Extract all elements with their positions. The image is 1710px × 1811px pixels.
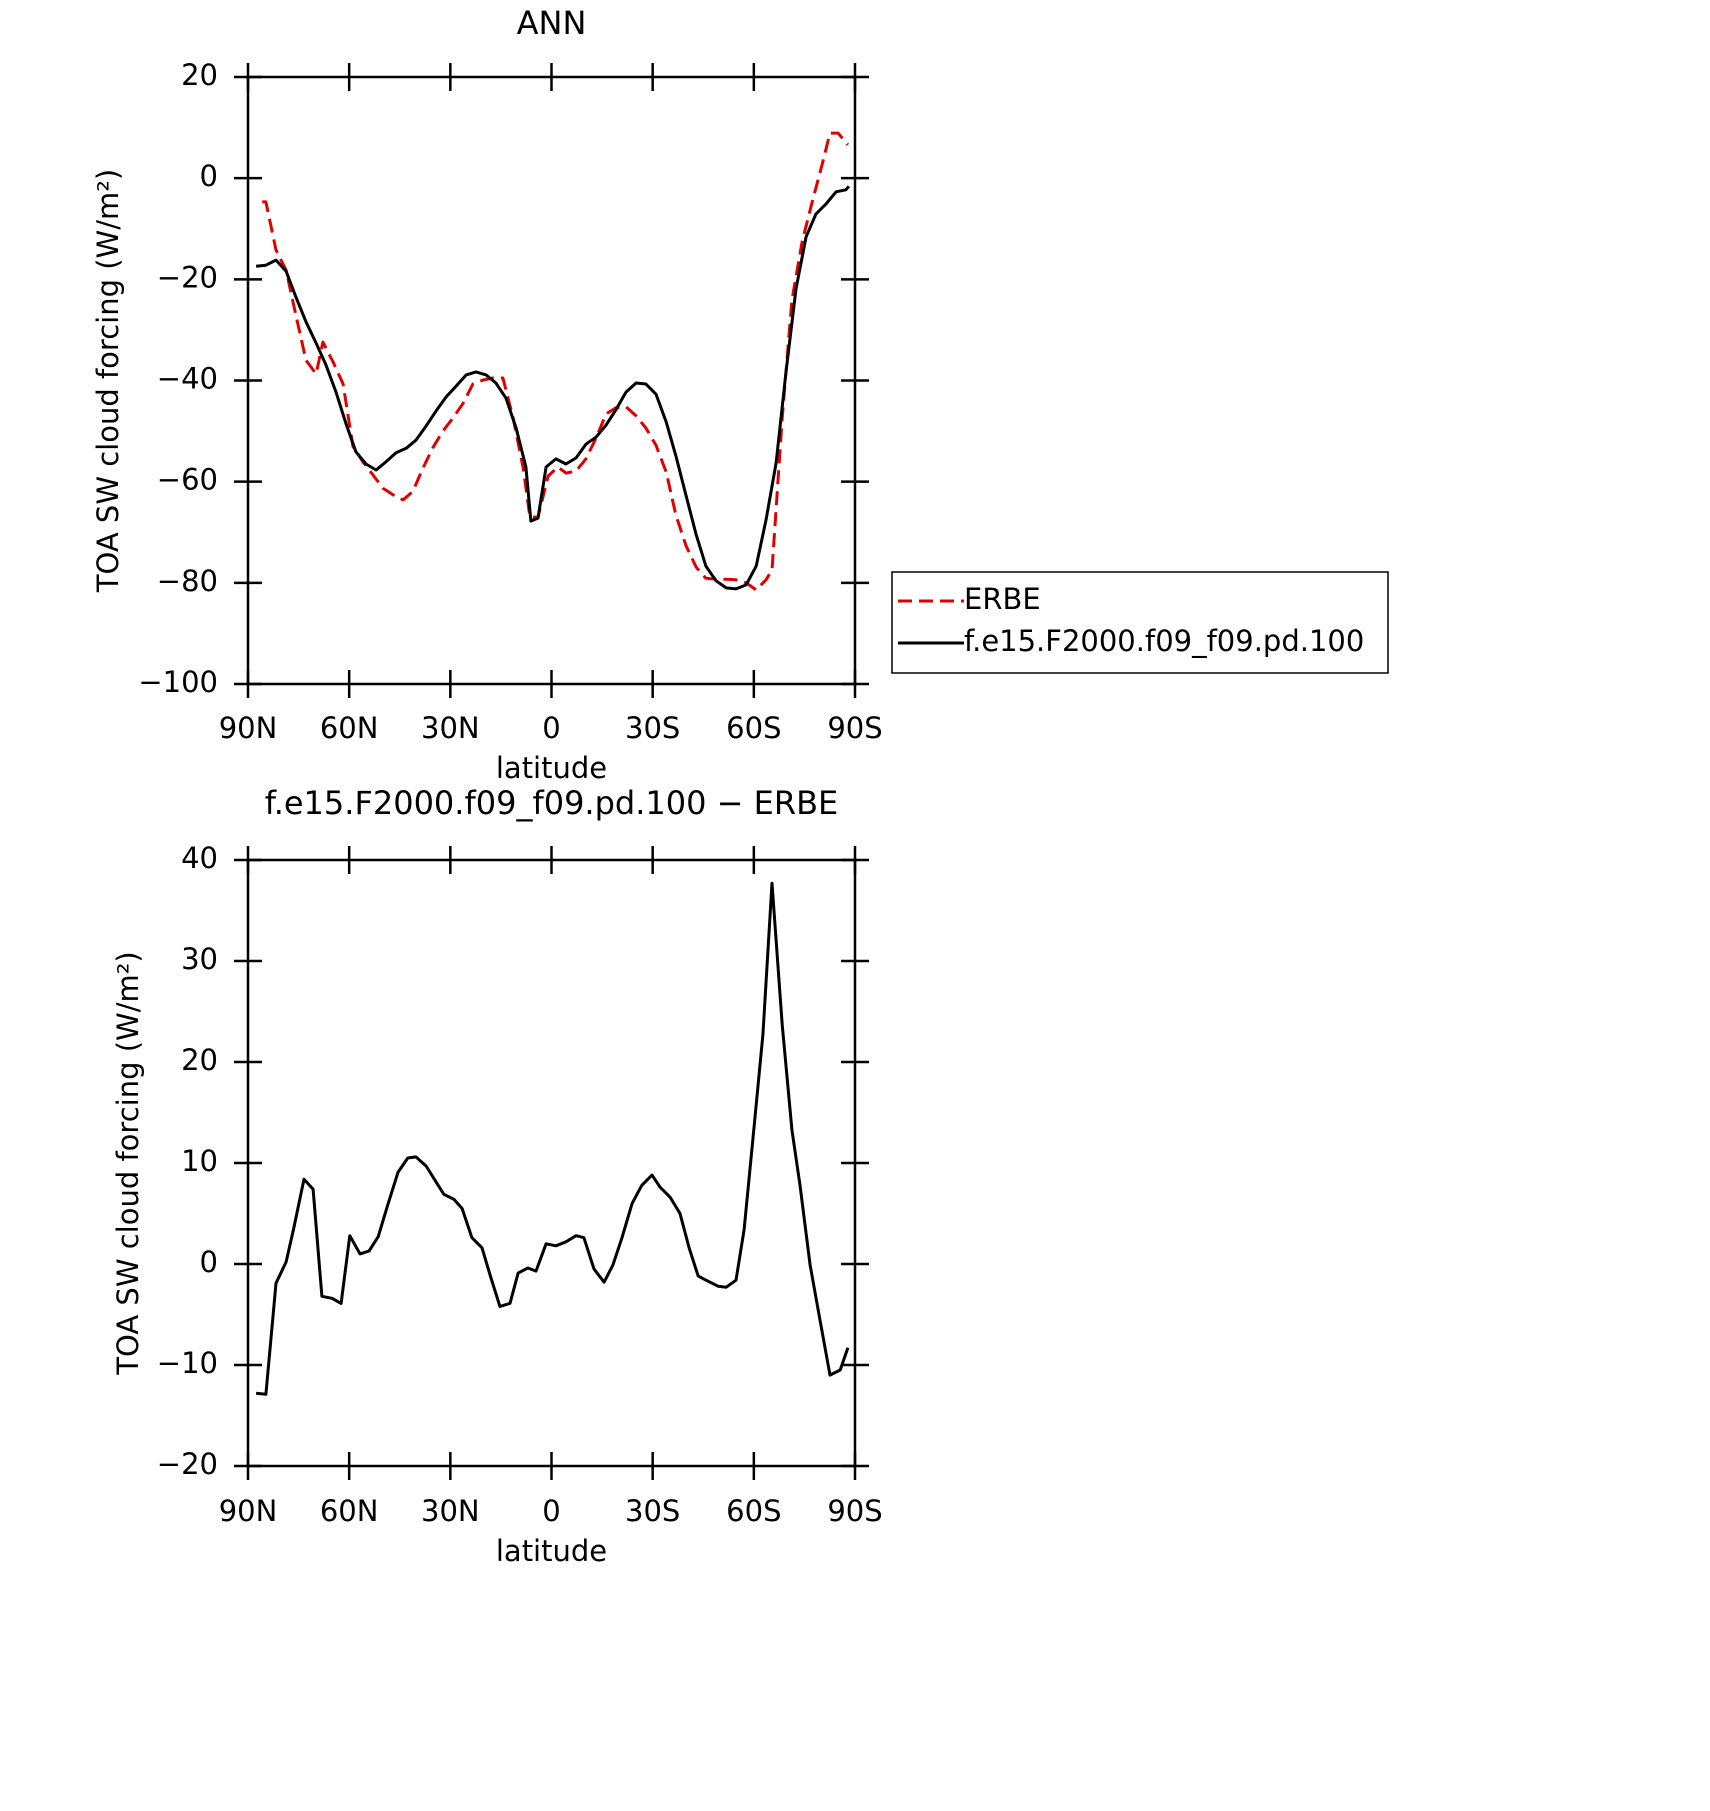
plot-frame bbox=[246, 75, 857, 686]
legend-label: ERBE bbox=[964, 582, 1041, 616]
y-tick-label: −10 bbox=[157, 1346, 218, 1380]
x-tick-label: 60N bbox=[320, 711, 379, 745]
x-tick-label: 60N bbox=[320, 1494, 379, 1528]
x-tick-label: 0 bbox=[542, 1494, 560, 1528]
y-tick-label: 30 bbox=[181, 942, 218, 976]
y-tick-label: −80 bbox=[157, 564, 218, 598]
x-axis-label: latitude bbox=[496, 1534, 607, 1568]
chart-title: ANN bbox=[517, 4, 587, 42]
legend-box bbox=[891, 571, 1389, 674]
x-tick-label: 30S bbox=[625, 711, 680, 745]
x-axis-label: latitude bbox=[496, 751, 607, 785]
legend-label: f.e15.F2000.f09_f09.pd.100 bbox=[964, 624, 1364, 658]
x-tick-label: 60S bbox=[726, 711, 781, 745]
x-tick-label: 90S bbox=[827, 711, 882, 745]
y-axis-label: TOA SW cloud forcing (W/m²) bbox=[111, 951, 145, 1375]
x-tick-label: 30N bbox=[421, 1494, 480, 1528]
chart-title: f.e15.F2000.f09_f09.pd.100 − ERBE bbox=[265, 784, 839, 822]
plot-frame bbox=[246, 858, 857, 1468]
data-line bbox=[255, 185, 851, 591]
x-tick-label: 90N bbox=[219, 711, 278, 745]
x-tick-label: 30S bbox=[625, 1494, 680, 1528]
y-tick-label: −60 bbox=[157, 463, 218, 497]
data-line bbox=[255, 881, 850, 1396]
y-tick-label: 0 bbox=[200, 159, 218, 193]
data-line bbox=[262, 131, 850, 592]
x-tick-label: 30N bbox=[421, 711, 480, 745]
y-tick-label: 20 bbox=[181, 58, 218, 92]
y-tick-label: −20 bbox=[157, 1447, 218, 1481]
y-tick-label: 0 bbox=[200, 1245, 218, 1279]
x-tick-label: 60S bbox=[726, 1494, 781, 1528]
x-tick-label: 0 bbox=[542, 711, 560, 745]
y-tick-label: 20 bbox=[181, 1043, 218, 1077]
y-tick-label: −40 bbox=[157, 362, 218, 396]
y-tick-label: 10 bbox=[181, 1144, 218, 1178]
y-tick-label: 40 bbox=[181, 841, 218, 875]
y-tick-label: −20 bbox=[157, 260, 218, 294]
x-tick-label: 90S bbox=[827, 1494, 882, 1528]
legend: ERBE f.e15.F2000.f09_f09.pd.100 bbox=[891, 571, 1389, 674]
y-tick-label: −100 bbox=[138, 665, 218, 699]
y-axis-label: TOA SW cloud forcing (W/m²) bbox=[91, 169, 125, 593]
x-tick-label: 90N bbox=[219, 1494, 278, 1528]
